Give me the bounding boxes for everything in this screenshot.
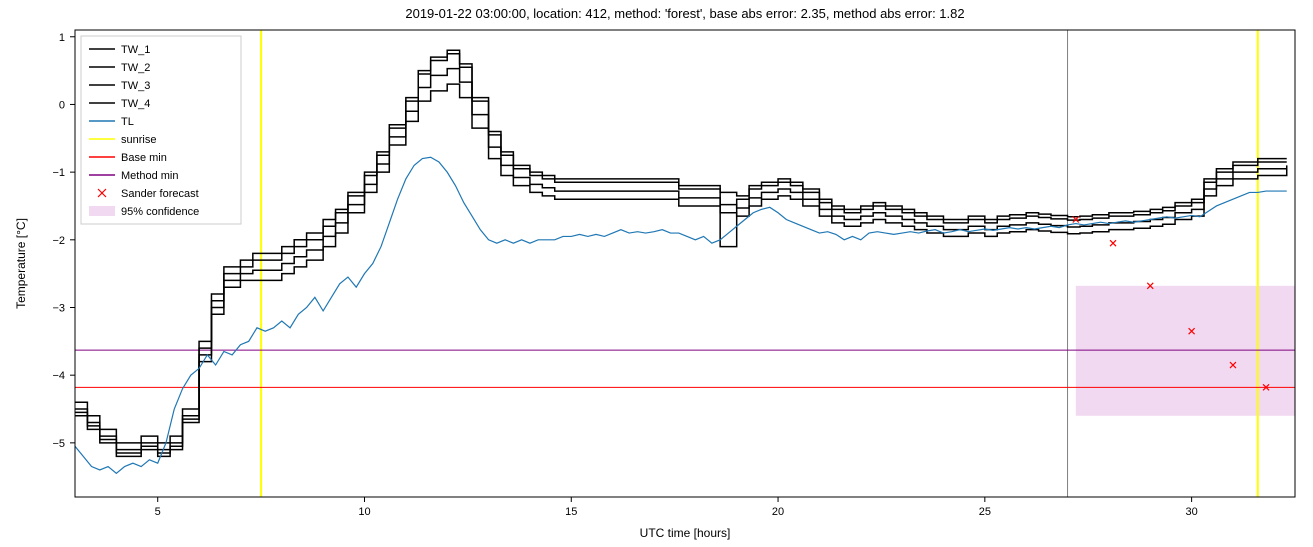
legend-label: 95% confidence — [121, 206, 199, 218]
svg-text:−4: −4 — [52, 370, 65, 382]
legend-label: TW_4 — [121, 98, 150, 110]
legend-label: Base min — [121, 152, 167, 164]
svg-text:10: 10 — [358, 506, 370, 518]
svg-text:−2: −2 — [52, 235, 65, 247]
svg-text:30: 30 — [1185, 506, 1197, 518]
chart-title: 2019-01-22 03:00:00, location: 412, meth… — [405, 6, 964, 21]
svg-text:15: 15 — [565, 506, 577, 518]
legend-label: Method min — [121, 170, 178, 182]
svg-text:20: 20 — [772, 506, 784, 518]
legend-label: sunrise — [121, 134, 156, 146]
chart-container: 5 10 15 20 25 30 −5 −4 −3 −2 −1 0 1 UTC time [hours] T… — [0, 0, 1313, 547]
svg-text:0: 0 — [59, 99, 65, 111]
chart-svg: 5 10 15 20 25 30 −5 −4 −3 −2 −1 0 1 UTC time [hours] T… — [0, 0, 1313, 547]
legend-label: TW_3 — [121, 80, 150, 92]
legend-label: TW_2 — [121, 62, 150, 74]
svg-text:−3: −3 — [52, 302, 65, 314]
svg-text:−1: −1 — [52, 167, 65, 179]
svg-text:1: 1 — [59, 32, 65, 44]
x-axis-label: UTC time [hours] — [640, 526, 731, 540]
svg-text:−5: −5 — [52, 438, 65, 450]
svg-text:25: 25 — [979, 506, 991, 518]
legend-label: TL — [121, 116, 134, 128]
svg-text:5: 5 — [155, 506, 161, 518]
legend-label: TW_1 — [121, 44, 150, 56]
legend-label: Sander forecast — [121, 188, 199, 200]
y-axis-label: Temperature [°C] — [14, 218, 28, 309]
